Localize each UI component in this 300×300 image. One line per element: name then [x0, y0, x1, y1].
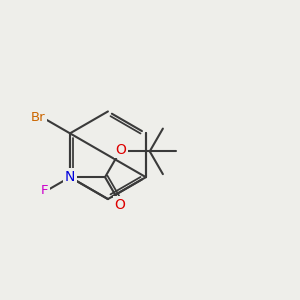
Text: F: F: [41, 184, 48, 197]
Text: N: N: [65, 170, 75, 184]
Text: Br: Br: [31, 111, 46, 124]
Text: O: O: [115, 142, 126, 157]
Text: O: O: [115, 198, 125, 212]
